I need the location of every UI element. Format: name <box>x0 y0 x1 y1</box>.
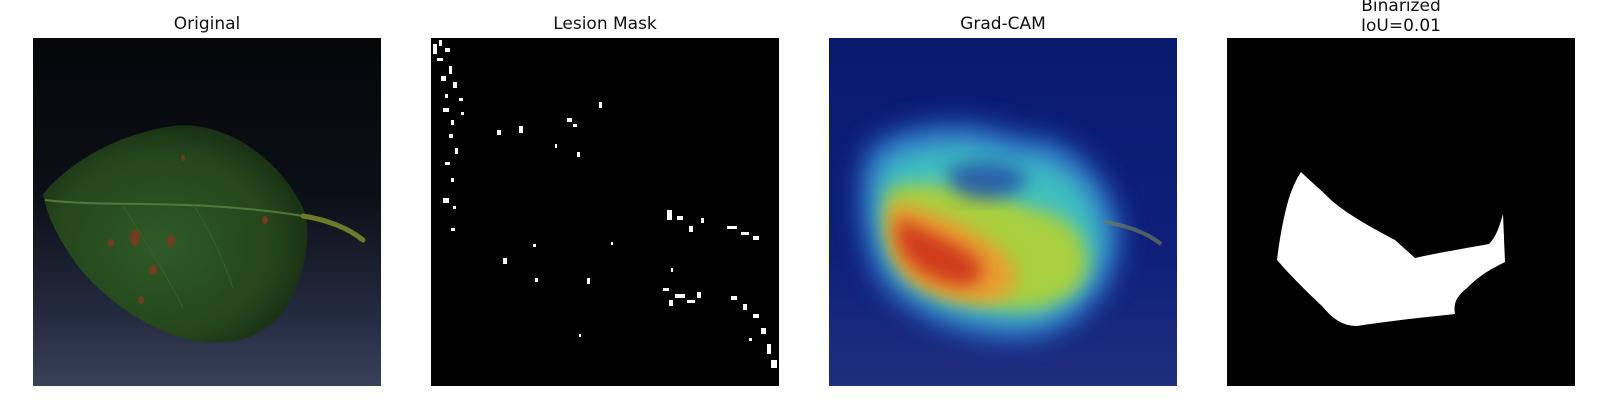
iou-score-label: IoU=0.01 <box>1361 16 1441 36</box>
original-leaf-image <box>33 38 381 386</box>
binarized-mask-image <box>1227 38 1575 386</box>
panel-title-original: Original <box>173 14 241 34</box>
binarized-title-line1: Binarized <box>1361 0 1441 16</box>
panel-binarized: Binarized IoU=0.01 <box>1227 0 1575 400</box>
grad-cam-heatmap-image <box>829 38 1177 386</box>
panel-title-lesion-mask: Lesion Mask <box>553 14 657 34</box>
panel-lesion-mask: Lesion Mask <box>431 0 779 400</box>
panel-grad-cam: Grad-CAM <box>829 0 1177 400</box>
panel-title-binarized: Binarized IoU=0.01 <box>1227 0 1575 36</box>
panel-original: Original <box>33 0 381 400</box>
panel-title-grad-cam: Grad-CAM <box>960 14 1046 34</box>
lesion-mask-image <box>431 38 779 386</box>
